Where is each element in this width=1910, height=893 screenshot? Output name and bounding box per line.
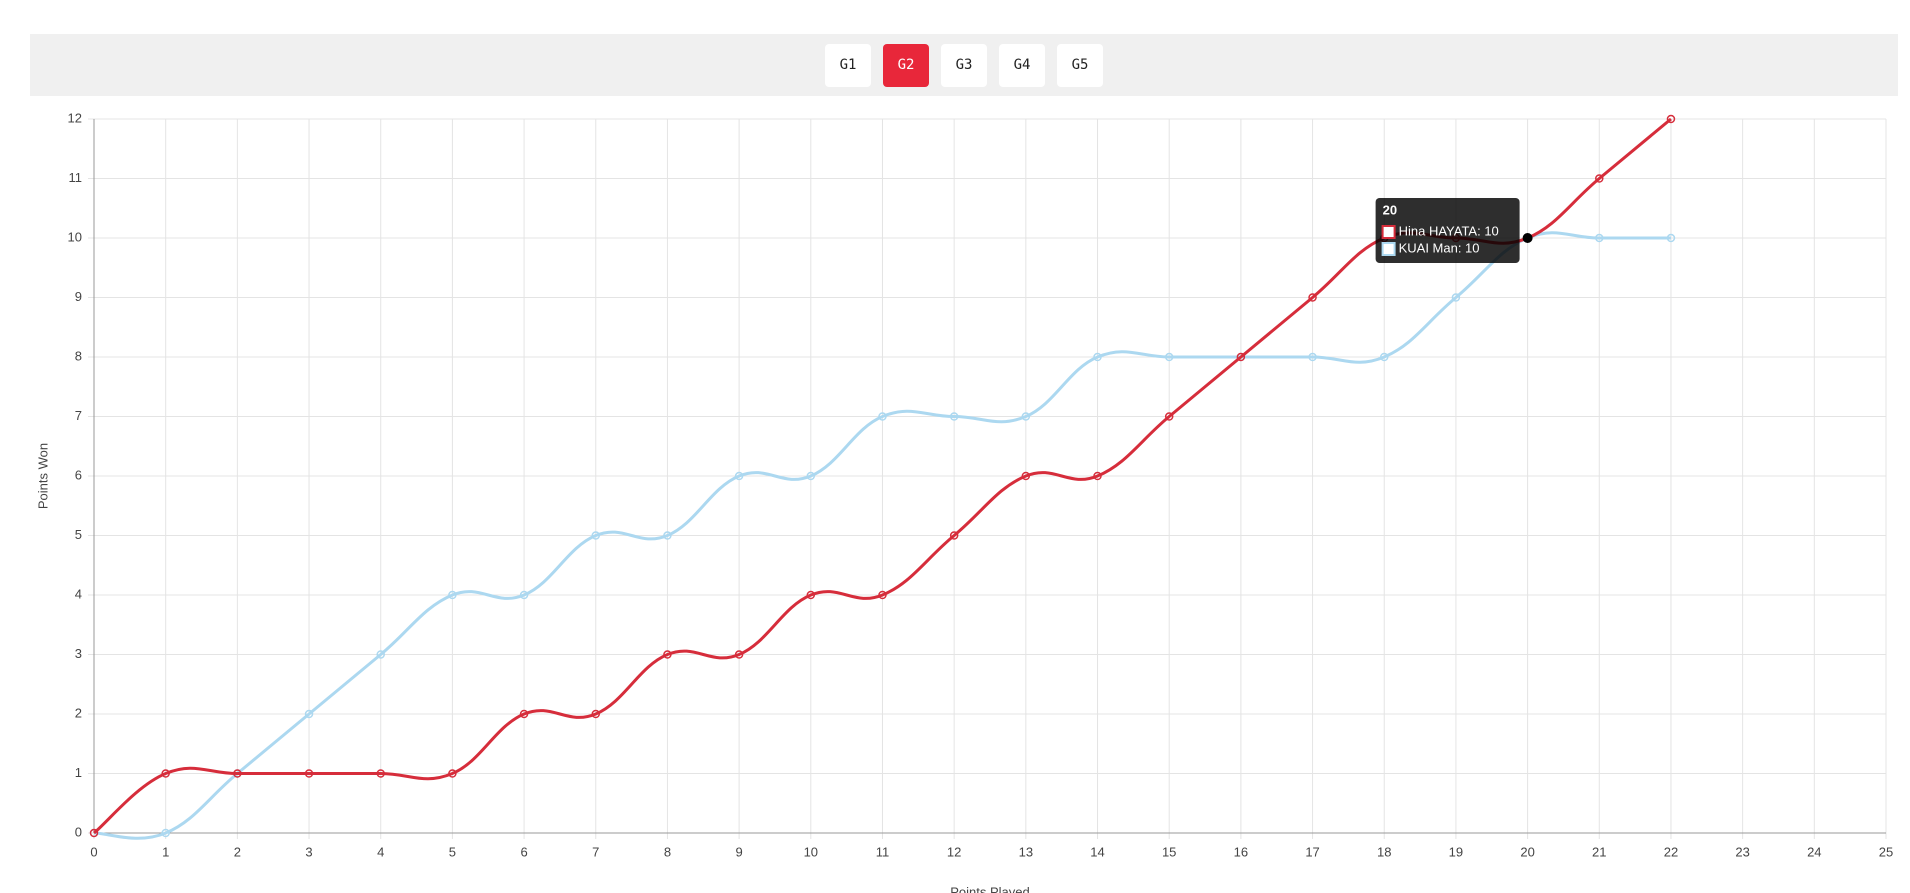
data-point [734, 471, 744, 481]
x-tick-label: 16 [1234, 844, 1248, 859]
x-axis-label: Points Played [950, 884, 1030, 893]
data-point [304, 709, 314, 719]
data-point [161, 828, 170, 838]
x-tick-label: 22 [1664, 844, 1678, 859]
data-point [591, 709, 601, 719]
data-point [161, 769, 170, 778]
x-tick-label: 8 [664, 844, 671, 859]
x-tick-label: 23 [1735, 844, 1749, 859]
tooltip-item: KUAI Man: 10 [1399, 240, 1480, 255]
x-tick-label: 1 [162, 844, 169, 859]
data-point [1308, 293, 1317, 302]
x-tick-label: 4 [377, 844, 384, 859]
hover-point [1522, 233, 1533, 243]
x-tick-label: 3 [305, 844, 312, 859]
x-tick-label: 25 [1879, 844, 1893, 859]
data-point [1093, 352, 1102, 362]
data-point [448, 769, 457, 778]
tooltip-item: Hina HAYATA: 10 [1399, 223, 1499, 238]
x-tick-label: 13 [1019, 844, 1033, 859]
data-point [1164, 352, 1174, 362]
y-tick-label: 5 [75, 527, 82, 542]
game-button[interactable]: G3 [941, 44, 987, 87]
data-point [949, 412, 959, 421]
x-tick-label: 21 [1592, 844, 1606, 859]
game-button[interactable]: G2 [883, 44, 929, 87]
y-axis-label: Points Won [35, 443, 50, 509]
y-tick-label: 3 [75, 646, 82, 661]
data-point [806, 471, 816, 481]
game-button[interactable]: G5 [1057, 44, 1103, 87]
y-tick-label: 2 [75, 705, 82, 720]
data-point [376, 769, 385, 778]
data-point [1379, 352, 1389, 362]
data-point [591, 531, 601, 540]
data-point [878, 412, 887, 421]
tooltip-swatch [1381, 242, 1396, 256]
data-point [376, 650, 385, 659]
tooltip-title: 20 [1383, 202, 1397, 217]
x-tick-label: 18 [1377, 844, 1391, 859]
x-tick-label: 20 [1520, 844, 1534, 859]
data-point [1021, 471, 1031, 481]
y-tick-label: 8 [75, 348, 82, 363]
data-point [878, 590, 887, 600]
data-point [1451, 293, 1461, 302]
x-tick-label: 19 [1449, 844, 1463, 859]
x-tick-label: 24 [1807, 844, 1821, 859]
data-point [519, 709, 529, 719]
y-tick-label: 6 [75, 467, 82, 482]
game-button[interactable]: G1 [825, 44, 871, 87]
x-tick-label: 14 [1090, 844, 1104, 859]
tooltip-box [1375, 198, 1520, 263]
data-point [233, 769, 242, 778]
y-tick-label: 7 [75, 408, 82, 423]
y-tick-label: 12 [68, 110, 82, 125]
data-point [448, 590, 457, 600]
data-point [1093, 471, 1102, 481]
x-tick-label: 6 [520, 844, 527, 859]
y-tick-label: 9 [75, 289, 82, 304]
x-tick-label: 9 [736, 844, 743, 859]
y-tick-label: 11 [69, 170, 83, 185]
data-point [663, 650, 672, 659]
data-point [1666, 233, 1676, 243]
x-tick-label: 15 [1162, 844, 1176, 859]
x-tick-label: 5 [449, 844, 456, 859]
data-point [734, 650, 744, 659]
data-point [663, 531, 672, 540]
data-point [304, 769, 314, 778]
data-point [519, 590, 529, 600]
data-point [806, 590, 816, 600]
data-point [1021, 412, 1031, 421]
x-tick-label: 0 [90, 844, 97, 859]
data-point [949, 531, 959, 540]
tooltip-swatch [1381, 225, 1396, 239]
data-point [1236, 352, 1246, 362]
game-buttons: G1 G2 G3 G4 G5 [30, 44, 1898, 87]
x-tick-label: 11 [876, 844, 890, 859]
x-tick-label: 7 [592, 844, 599, 859]
x-tick-label: 12 [947, 844, 961, 859]
x-tick-label: 17 [1305, 844, 1319, 859]
data-point [1666, 114, 1676, 124]
y-tick-label: 4 [75, 586, 82, 601]
data-point [1308, 352, 1317, 362]
series-line [93, 231, 1671, 840]
data-point [1595, 233, 1604, 243]
data-point [89, 828, 99, 838]
game-button[interactable]: G4 [999, 44, 1045, 87]
data-point [1595, 174, 1604, 183]
x-tick-label: 10 [804, 844, 818, 859]
game-bar: G1 G2 G3 G4 G5 [30, 34, 1898, 96]
y-tick-label: 1 [75, 765, 82, 780]
y-tick-label: 10 [68, 229, 82, 244]
y-tick-label: 0 [75, 824, 82, 839]
x-tick-label: 2 [234, 844, 241, 859]
data-point [1164, 412, 1174, 421]
